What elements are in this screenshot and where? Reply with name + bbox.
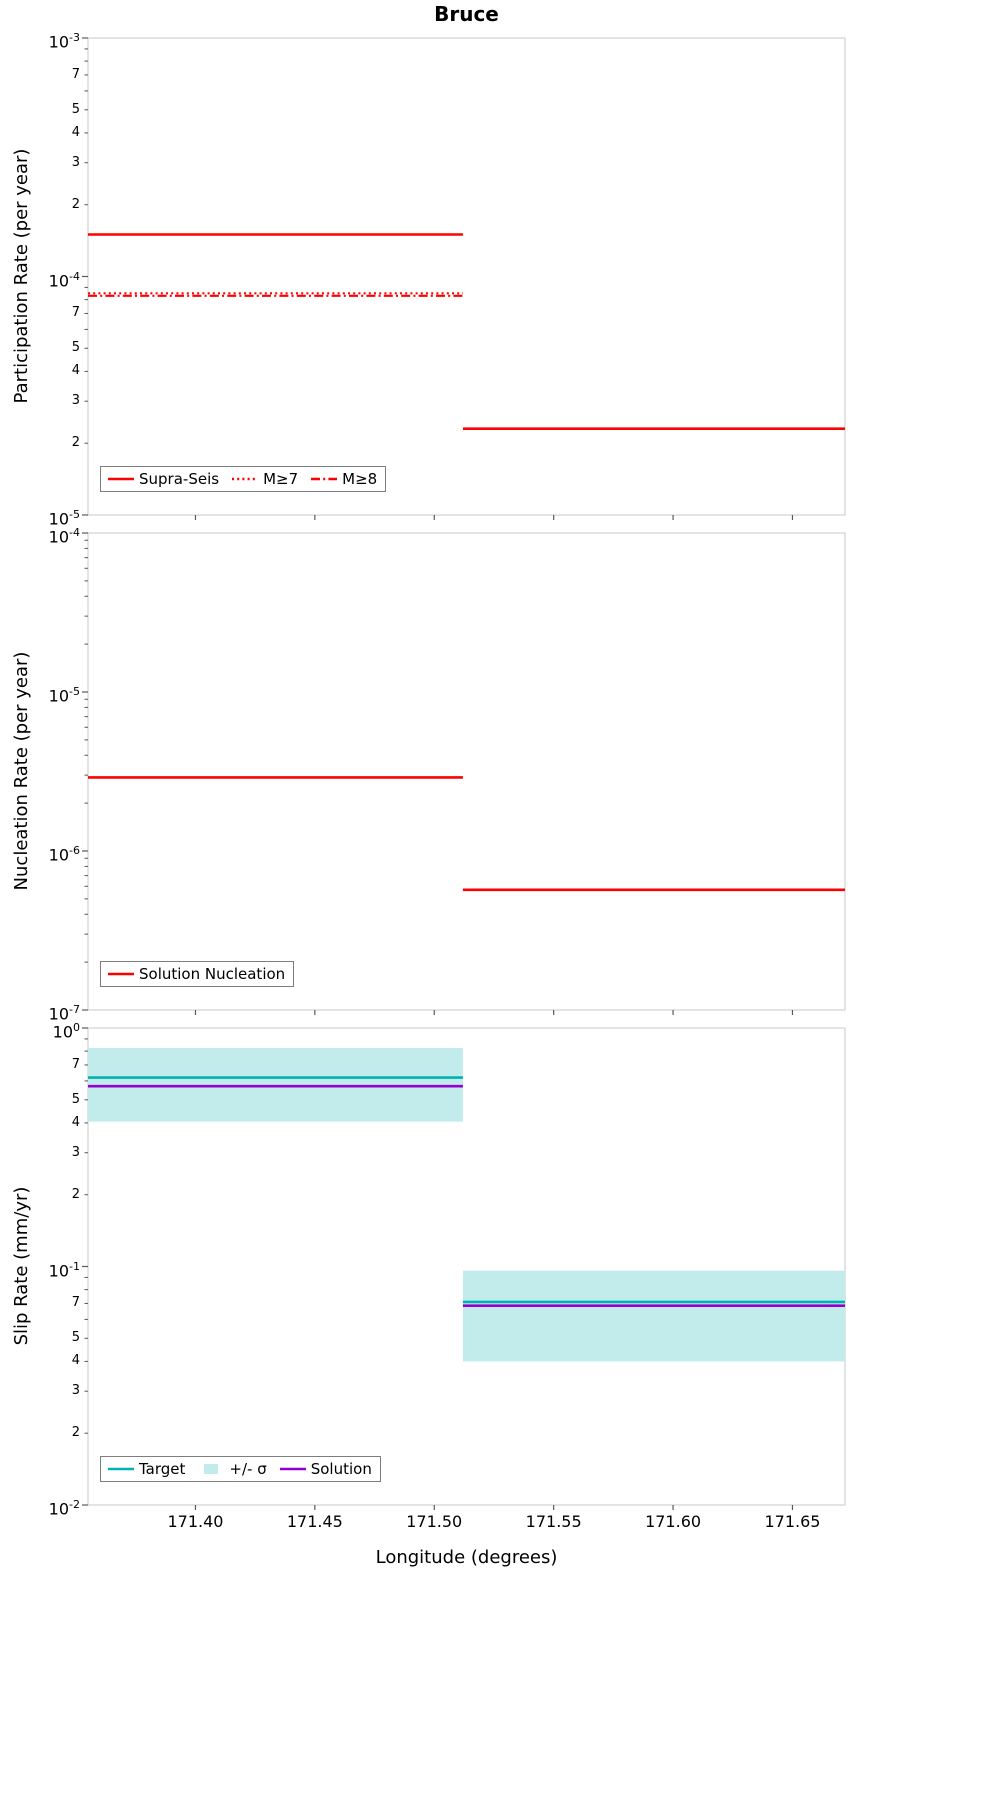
legend-item: Target [107, 1460, 185, 1478]
x-tick-label: 171.50 [406, 1512, 463, 1531]
legend-item: Supra-Seis [107, 470, 219, 488]
legend-nucleation: Solution Nucleation [100, 961, 295, 987]
legend-label: M≥7 [263, 470, 299, 488]
y-minor-tick-label: 5 [71, 340, 80, 356]
x-tick-label: 171.55 [525, 1512, 582, 1531]
legend-item: M≥7 [231, 470, 298, 488]
panel-frame-nucleation [87, 532, 846, 1011]
y-minor-tick-label: 2 [71, 196, 80, 212]
legend-swatch-solid-icon [108, 972, 134, 976]
y-minor-tick-label: 3 [71, 1383, 80, 1399]
sigma-band-segment [462, 1270, 845, 1362]
legend-participation: Supra-Seis M≥7 M≥8 [100, 466, 387, 492]
figure-title: Bruce [434, 2, 499, 26]
y-minor-tick-label: 2 [71, 1186, 80, 1202]
x-axis-label: Longitude (degrees) [375, 1547, 558, 1568]
legend-label: Solution [310, 1460, 372, 1478]
legend-label: Supra-Seis [139, 470, 220, 488]
y-minor-tick-label: 7 [71, 305, 80, 321]
y-major-tick-label-nucleation: 10-6 [48, 844, 80, 865]
legend-slip-rate: Target +/- σ Solution [100, 1456, 381, 1482]
y-major-tick-label-nucleation: 10-7 [48, 1003, 80, 1024]
y-major-tick-label-slip-rate: 100 [52, 1021, 80, 1042]
y-minor-tick-label: 7 [71, 1056, 80, 1072]
legend-label: +/- σ [229, 1460, 267, 1478]
y-minor-tick-label: 2 [71, 435, 80, 451]
legend-swatch-solid-icon [279, 1467, 306, 1471]
legend-swatch-dashdot-icon [311, 477, 338, 481]
legend-item: Solution Nucleation [107, 965, 285, 983]
legend-label: M≥8 [342, 470, 378, 488]
legend-label: Target [139, 1460, 186, 1478]
x-tick-label: 171.60 [645, 1512, 702, 1531]
y-minor-tick-label: 2 [71, 1425, 80, 1441]
y-minor-tick-label: 4 [71, 363, 80, 379]
legend-label: Solution Nucleation [139, 965, 286, 983]
y-minor-tick-label: 5 [71, 1091, 80, 1107]
y-minor-tick-label: 5 [71, 1330, 80, 1346]
y-major-tick-label-participation: 10-3 [48, 31, 80, 52]
legend-item: +/- σ [197, 1460, 267, 1478]
y-minor-tick-label: 7 [71, 1295, 80, 1311]
x-tick-label: 171.45 [286, 1512, 343, 1531]
legend-item: Solution [279, 1460, 372, 1478]
legend-swatch-band-icon [204, 1464, 219, 1474]
y-major-tick-label-nucleation: 10-4 [48, 526, 80, 547]
y-major-tick-label-nucleation: 10-5 [48, 685, 80, 706]
x-tick-label: 171.40 [167, 1512, 224, 1531]
legend-swatch-dotted-icon [232, 477, 259, 481]
y-axis-label-nucleation-rate: Nucleation Rate (per year) [11, 651, 32, 891]
y-minor-tick-label: 5 [71, 101, 80, 117]
y-minor-tick-label: 4 [71, 1353, 80, 1369]
sigma-band-segment [88, 1047, 463, 1122]
legend-swatch-solid-icon [108, 1467, 134, 1471]
y-major-tick-label-participation: 10-4 [48, 269, 80, 290]
y-major-tick-label-participation: 10-5 [48, 508, 80, 529]
y-minor-tick-label: 7 [71, 66, 80, 82]
y-major-tick-label-slip-rate: 10-1 [48, 1259, 80, 1280]
legend-item: M≥8 [310, 470, 377, 488]
y-minor-tick-label: 3 [71, 1144, 80, 1160]
legend-swatch-solid-icon [108, 477, 134, 481]
y-minor-tick-label: 3 [71, 154, 80, 170]
y-major-tick-label-slip-rate: 10-2 [48, 1498, 80, 1519]
panel-frame-participation [87, 37, 846, 516]
y-minor-tick-label: 4 [71, 124, 80, 140]
y-minor-tick-label: 4 [71, 1114, 80, 1130]
x-tick-label: 171.65 [764, 1512, 821, 1531]
y-minor-tick-label: 3 [71, 393, 80, 409]
